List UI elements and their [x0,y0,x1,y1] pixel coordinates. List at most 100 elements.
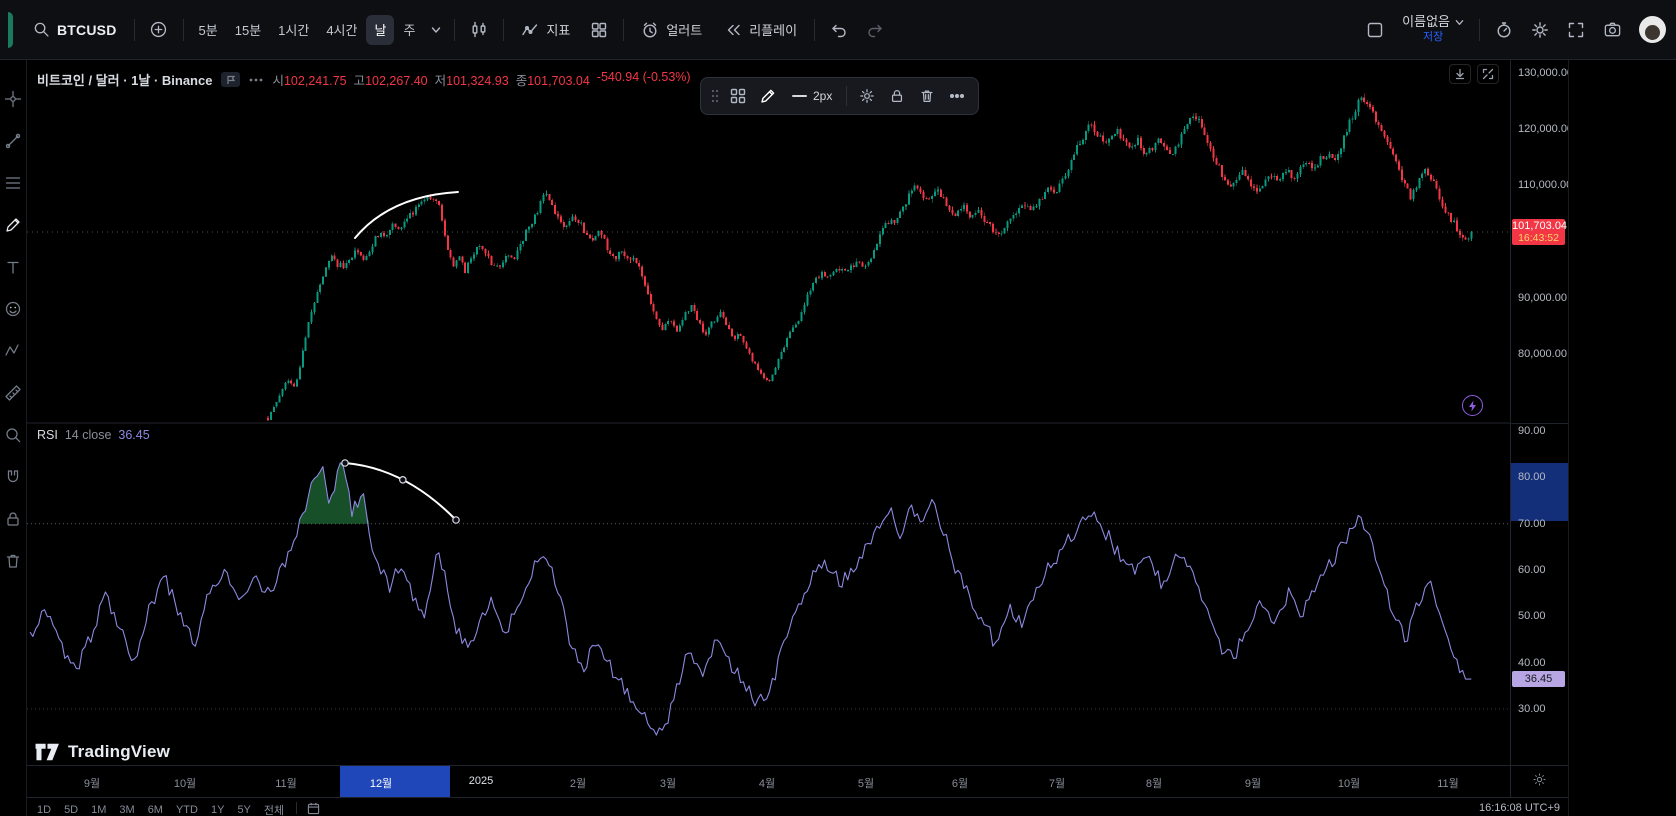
maximize-pane-button[interactable] [1477,64,1499,84]
trend-line-tool[interactable] [2,130,24,152]
time-axis-label[interactable]: 10월 [173,778,197,790]
compare-add-button[interactable] [142,13,176,47]
scroll-to-recent-button[interactable] [1449,64,1471,84]
redo-button[interactable] [858,13,892,47]
gear-icon [1532,21,1548,38]
rsi-title[interactable]: RSI [37,428,58,442]
brush-icon [6,218,20,232]
interval-button-주[interactable]: 주 [395,15,423,45]
range-button-1D[interactable]: 1D [31,801,57,816]
price-scale[interactable]: 101,703.04 16:43:52 36.45 130,000.00 120,… [1510,60,1573,797]
brush-tool[interactable] [2,214,24,236]
ohlc-item: 저101,324.93 [435,70,509,89]
delete-drawing-button[interactable] [913,82,941,110]
time-axis-label[interactable]: 3월 [659,778,677,790]
time-axis[interactable]: 9월 10월 11월 12월 2025 2월 3월 4월 5월 6월 7월 8월 9월 10월 11월 [27,765,1510,797]
interval-button-4시간[interactable]: 4시간 [318,15,365,45]
user-avatar[interactable] [1639,16,1666,43]
replay-button[interactable]: 리플레이 [714,13,807,47]
time-axis-label[interactable]: 12월 [369,778,393,790]
range-button-3M[interactable]: 3M [113,801,140,816]
range-button-1Y[interactable]: 1Y [205,801,230,816]
time-axis-label[interactable]: 9월 [83,778,101,790]
symbol-search-button[interactable]: BTCUSD [23,13,127,47]
pane-divider[interactable] [1511,423,1568,424]
time-axis-label[interactable]: 6월 [951,778,969,790]
interval-group: 5분 15분 1시간 4시간 날 주 [191,14,424,45]
text-tool[interactable] [2,256,24,278]
time-axis-label[interactable]: 2월 [569,778,587,790]
camera-icon [1604,22,1620,37]
toolbar-divider [296,802,298,814]
toolbar-divider [182,18,184,41]
time-axis-label[interactable]: 4월 [758,778,776,790]
snapshot-button[interactable] [1595,13,1629,47]
range-button-전체[interactable]: 전체 [258,801,290,816]
magnet-tool[interactable] [2,466,24,488]
time-axis-label[interactable]: 11월 [1437,778,1459,790]
interval-button-1시간[interactable]: 1시간 [270,15,317,45]
emoji-tool[interactable] [2,298,24,320]
undo-button[interactable] [822,13,856,47]
lock-drawings-tool[interactable] [2,508,24,530]
lock-drawing-button[interactable] [883,82,911,110]
time-axis-label[interactable]: 10월 [1337,778,1361,790]
drawing-templates-button[interactable] [724,82,752,110]
tradingview-logo[interactable]: TradingView [34,741,170,763]
interval-button-날[interactable]: 날 [366,14,395,45]
indicators-button[interactable]: 지표 [511,13,580,47]
more-dots-icon [950,94,965,98]
range-button-5Y[interactable]: 5Y [231,801,256,816]
ohlc-values: 시102,241.75 고102,267.40 저101,324.93 종101,70… [272,70,690,89]
settings-button[interactable] [1523,13,1557,47]
time-axis-label[interactable]: 8월 [1145,778,1163,790]
drag-handle[interactable] [708,89,722,103]
interval-menu-button[interactable] [425,13,447,47]
measure-tool[interactable] [2,382,24,404]
rsi-params: 14 close [64,428,112,442]
time-axis-label[interactable]: 5월 [857,778,875,790]
drawing-tools-sidebar [0,60,27,816]
price-chart-canvas[interactable] [27,60,1510,765]
remove-drawings-tool[interactable] [2,550,24,572]
chart-type-button[interactable] [462,13,496,47]
range-button-YTD[interactable]: YTD [170,801,204,816]
legend-flag-icon[interactable] [221,72,241,87]
quick-actions-button[interactable] [1487,13,1521,47]
range-button-1M[interactable]: 1M [85,801,112,816]
range-button-5D[interactable]: 5D [58,801,84,816]
pattern-tool[interactable] [2,340,24,362]
legend-more-icon[interactable] [249,78,263,82]
time-axis-label[interactable]: 9월 [1244,778,1262,790]
ohlc-value: 101,324.93 [446,74,509,88]
zoom-tool[interactable] [2,424,24,446]
interval-button-15분[interactable]: 15분 [227,15,269,45]
templates-grid-icon [730,88,746,104]
range-button-6M[interactable]: 6M [142,801,169,816]
more-options-button[interactable] [943,82,971,110]
left-edge-avatar-sliver[interactable] [8,11,13,48]
indicator-templates-button[interactable] [582,13,616,47]
line-width-button[interactable]: 2px [784,82,840,110]
cursor-crosshair-tool[interactable] [2,88,24,110]
go-to-date-button[interactable] [303,801,323,816]
time-axis-label[interactable]: 7월 [1048,778,1066,790]
line-color-button[interactable] [754,82,782,110]
drawing-time-range-highlight [340,766,450,797]
interval-button-5분[interactable]: 5분 [191,15,226,45]
fullscreen-button[interactable] [1559,13,1593,47]
fib-retracement-tool[interactable] [2,172,24,194]
boost-button[interactable] [1462,395,1483,416]
time-axis-label[interactable]: 2025 [468,775,494,787]
layout-name-group[interactable]: 이름없음 저장 [1394,14,1472,44]
rsi-scale-label: 80.00 [1518,471,1546,484]
layout-select-button[interactable] [1358,13,1392,47]
clock-label[interactable]: 16:16:08 UTC+9 [1478,802,1560,814]
save-layout-button[interactable]: 저장 [1422,31,1444,44]
lock-icon [7,512,19,526]
time-axis-label[interactable]: 11월 [275,778,297,790]
symbol-title[interactable]: 비트코인 / 달러 · 1날 · Binance [37,73,213,88]
drawing-settings-button[interactable] [853,82,881,110]
time-axis-settings-button[interactable] [1532,772,1547,792]
alert-button[interactable]: 얼러트 [631,13,712,47]
